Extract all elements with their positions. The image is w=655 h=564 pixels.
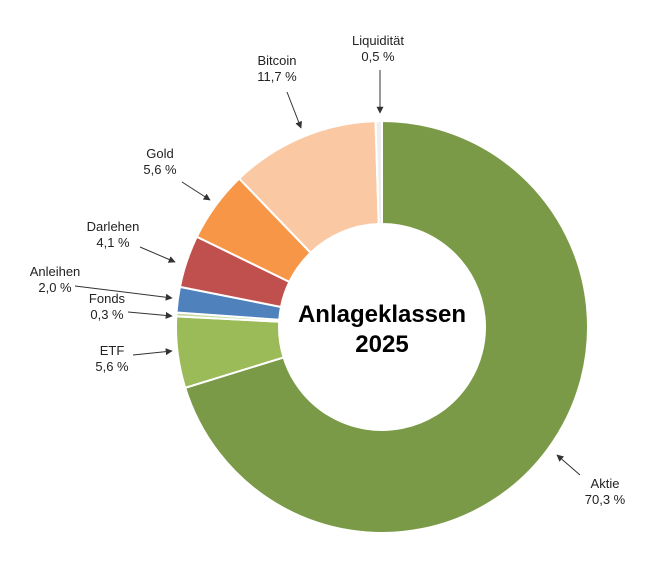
slice-label: ETF [100, 343, 125, 358]
leader-arrow [181, 181, 211, 201]
value-label: 2,0 % [38, 280, 72, 295]
leader-arrow [74, 285, 173, 301]
chart-title: Anlageklassen 2025 [297, 301, 467, 358]
slice-label: Darlehen [87, 219, 140, 234]
slice-label: Anleihen [30, 264, 81, 279]
slice-label: Gold [146, 146, 173, 161]
value-label: 11,7 % [257, 69, 297, 84]
leader-arrow [139, 246, 176, 263]
value-label: 0,5 % [361, 49, 395, 64]
slice-label: Aktie [591, 476, 620, 491]
slice-label: Bitcoin [257, 53, 296, 68]
value-label: 70,3 % [585, 492, 626, 507]
donut-slice [183, 119, 589, 534]
value-label: 5,6 % [143, 162, 177, 177]
value-label: 0,3 % [90, 307, 124, 322]
leader-arrow [556, 454, 581, 476]
leader-arrow [127, 311, 173, 319]
slice-label: Fonds [89, 291, 126, 306]
value-label: 5,6 % [95, 359, 129, 374]
slice-label: Liquidität [352, 33, 404, 48]
leader-arrow [286, 91, 302, 129]
value-label: 4,1 % [96, 235, 130, 250]
donut-slice [374, 119, 383, 226]
leader-arrow [132, 348, 173, 356]
